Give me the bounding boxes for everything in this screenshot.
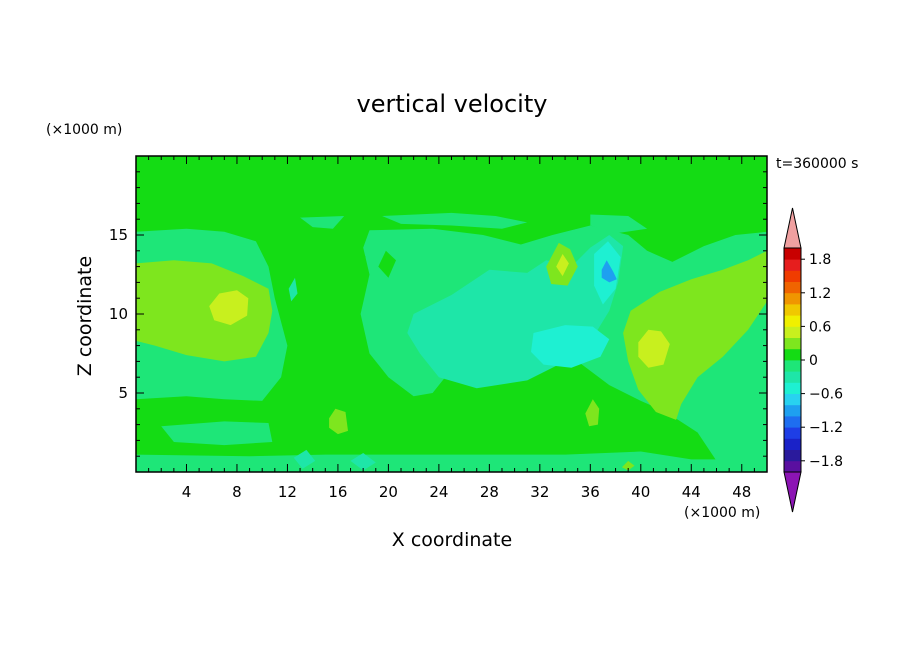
contour-region-5 bbox=[590, 214, 648, 234]
colorbar-swatch bbox=[784, 292, 801, 305]
z-unit-label: (×1000 m) bbox=[46, 122, 122, 138]
contour-region-18 bbox=[556, 254, 569, 277]
x-axis-ticks: 4 8 12 16 20 24 28 32 36 40 44 48 bbox=[148, 156, 755, 501]
x-tick-label: 40 bbox=[631, 483, 650, 501]
colorbar-tick-label: 1.8 bbox=[809, 252, 831, 268]
colorbar-tick-label: −1.8 bbox=[809, 454, 843, 470]
contour-region-8 bbox=[288, 277, 298, 302]
colorbar: 1.8 1.2 0.6 0 −0.6 −1.2 −1.8 bbox=[783, 207, 843, 513]
x-tick-label: 48 bbox=[732, 483, 751, 501]
contour-region-7 bbox=[348, 242, 366, 267]
colorbar-swatch bbox=[784, 281, 801, 294]
contour-region-25 bbox=[621, 460, 635, 471]
colorbar-swatch bbox=[784, 304, 801, 316]
contour-region-2 bbox=[300, 216, 345, 229]
colorbar-swatch bbox=[784, 427, 801, 439]
contour-region-15 bbox=[623, 250, 767, 420]
colorbar-swatch bbox=[784, 449, 801, 462]
y-tick-label: 5 bbox=[118, 384, 128, 402]
y-axis-ticks: 5 10 15 bbox=[109, 171, 767, 457]
x-tick-label: 16 bbox=[328, 483, 347, 501]
contour-region-19 bbox=[329, 408, 348, 435]
x-axis-label: X coordinate bbox=[392, 529, 512, 551]
x-tick-label: 4 bbox=[182, 483, 192, 501]
colorbar-swatch bbox=[784, 416, 801, 428]
colorbar-swatch bbox=[784, 460, 801, 473]
chart-title: vertical velocity bbox=[357, 90, 548, 118]
x-tick-label: 32 bbox=[530, 483, 549, 501]
contour-region-13 bbox=[136, 260, 273, 362]
time-label: t=360000 s bbox=[776, 156, 858, 172]
colorbar-swatch bbox=[784, 337, 801, 350]
colorbar-tick-label: 1.2 bbox=[809, 286, 831, 302]
contour-region-20 bbox=[585, 399, 600, 427]
colorbar-tick-label: 0 bbox=[809, 353, 818, 369]
x-tick-label: 28 bbox=[480, 483, 499, 501]
y-tick-label: 15 bbox=[109, 226, 128, 244]
colorbar-swatch bbox=[784, 348, 801, 361]
colorbar-swatch bbox=[784, 404, 801, 417]
contour-region-6 bbox=[378, 250, 396, 278]
colorbar-swatch bbox=[784, 382, 801, 394]
x-tick-label: 12 bbox=[278, 483, 297, 501]
contour-region-24 bbox=[293, 449, 316, 469]
x-tick-label: 8 bbox=[232, 483, 242, 501]
y-tick-label: 10 bbox=[109, 305, 128, 323]
colorbar-swatch bbox=[784, 393, 801, 406]
y-axis-label: Z coordinate bbox=[74, 256, 96, 376]
x-tick-label: 24 bbox=[429, 483, 448, 501]
colorbar-tick-label: −0.6 bbox=[809, 387, 843, 403]
contour-region-21 bbox=[161, 421, 273, 446]
colorbar-swatch bbox=[784, 259, 801, 271]
contour-region-16 bbox=[638, 329, 670, 368]
colorbar-tick-label: 0.6 bbox=[809, 319, 831, 335]
colorbar-swatch bbox=[784, 360, 801, 372]
colorbar-swatch bbox=[784, 315, 801, 327]
contour-region-12 bbox=[601, 260, 617, 283]
x-tick-label: 20 bbox=[379, 483, 398, 501]
colorbar-tick-label: −1.2 bbox=[809, 420, 843, 436]
colorbar-swatch bbox=[784, 438, 801, 450]
contour-region-23 bbox=[350, 453, 376, 471]
contour-fill-layer bbox=[136, 156, 767, 472]
x-tick-label: 36 bbox=[581, 483, 600, 501]
colorbar-swatch bbox=[784, 371, 801, 383]
colorbar-swatch bbox=[784, 248, 801, 260]
contour-region-14 bbox=[209, 290, 249, 326]
colorbar-swatch bbox=[784, 270, 801, 282]
x-tick-label: 44 bbox=[682, 483, 701, 501]
colorbar-swatch bbox=[784, 326, 801, 338]
contour-region-22 bbox=[136, 451, 767, 472]
contour-region-4 bbox=[382, 212, 528, 229]
colorbar-over-arrow bbox=[783, 207, 802, 249]
x-unit-label: (×1000 m) bbox=[684, 505, 760, 521]
colorbar-under-arrow bbox=[783, 471, 802, 513]
contour-region-10 bbox=[531, 325, 610, 368]
